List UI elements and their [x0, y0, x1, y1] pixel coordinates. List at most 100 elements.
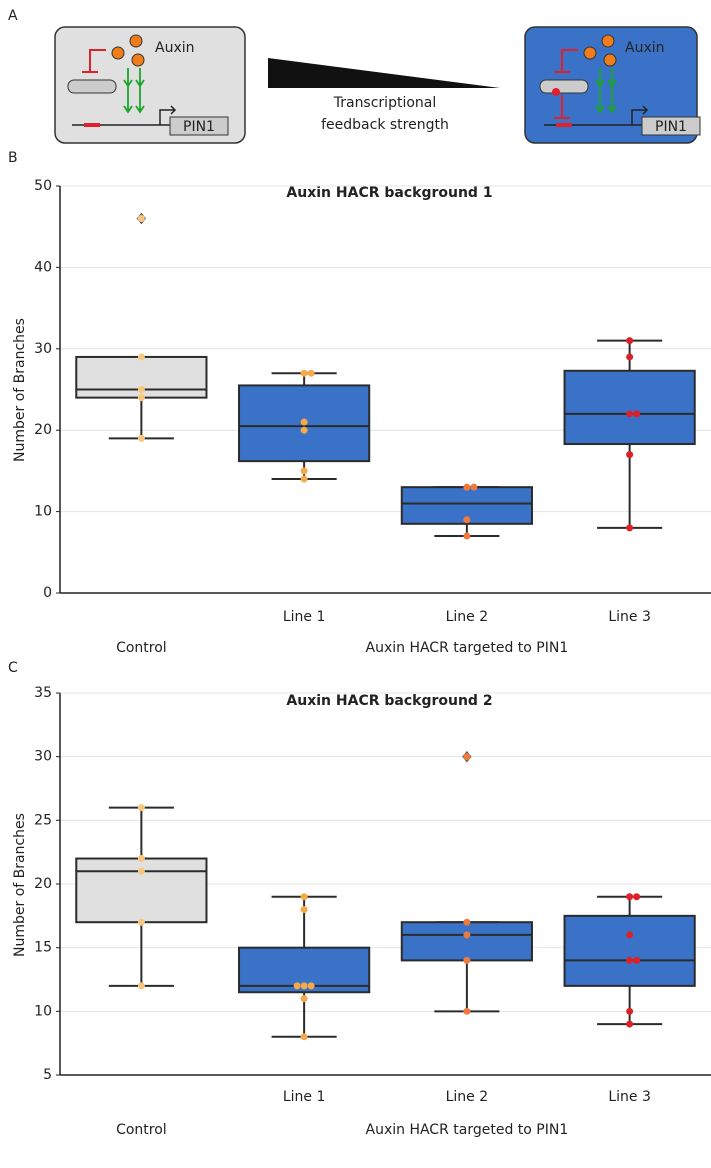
data-point: [626, 337, 634, 345]
data-point: [626, 893, 634, 901]
panel-label: B: [8, 150, 18, 166]
y-tick-label: 25: [34, 812, 52, 828]
data-point: [137, 855, 145, 863]
data-point: [633, 410, 641, 418]
data-point: [137, 867, 145, 875]
y-tick-label: 50: [34, 178, 52, 194]
data-point: [470, 483, 478, 491]
arrow-label: feedback strength: [321, 117, 449, 133]
gradient-wedge: [268, 58, 500, 88]
auxin-dot: [583, 46, 597, 60]
protein: [539, 79, 589, 94]
data-point: [293, 982, 301, 990]
auxin-label: Auxin: [625, 40, 665, 56]
y-axis-label: Number of Branches: [12, 813, 28, 957]
protein: [67, 79, 117, 94]
y-tick-label: 20: [34, 422, 52, 438]
promoter: [631, 105, 649, 125]
gene-label: PIN1: [183, 119, 215, 135]
data-point: [626, 410, 634, 418]
gene-label: PIN1: [655, 119, 687, 135]
group-label: Control: [116, 1122, 167, 1138]
panel-label: C: [8, 660, 18, 676]
y-tick-label: 5: [43, 1067, 52, 1083]
data-point: [626, 451, 634, 459]
data-point: [300, 905, 308, 913]
data-point: [137, 434, 145, 442]
gene-box: [169, 116, 229, 136]
activation: [595, 68, 617, 114]
x-tick-label: Line 3: [608, 1089, 651, 1105]
group-label: Auxin HACR targeted to PIN1: [366, 640, 569, 656]
y-tick-label: 30: [34, 341, 52, 357]
auxin-label: Auxin: [155, 40, 195, 56]
y-tick-label: 15: [34, 940, 52, 956]
chart-title: Auxin HACR background 2: [286, 693, 492, 709]
data-point: [300, 467, 308, 475]
promoter: [159, 105, 177, 125]
y-tick-label: 10: [34, 504, 52, 520]
data-point: [137, 982, 145, 990]
arrow-label: Transcriptional: [333, 95, 437, 111]
data-point: [626, 1007, 634, 1015]
data-point: [463, 918, 471, 926]
x-tick-label: Line 1: [283, 1089, 326, 1105]
data-point: [463, 956, 471, 964]
auxin-dot: [111, 46, 125, 60]
diagram-high: Auxin PIN1: [524, 26, 701, 144]
auxin-dot: [601, 34, 615, 48]
data-point: [307, 982, 315, 990]
panel-label: A: [8, 8, 18, 24]
box: [563, 914, 696, 987]
inhibition: [554, 49, 578, 119]
y-tick-label: 10: [34, 1003, 52, 1019]
data-point: [626, 956, 634, 964]
data-point: [300, 893, 308, 901]
y-tick-label: 0: [43, 585, 52, 601]
data-point: [626, 1020, 634, 1028]
data-point: [463, 532, 471, 540]
data-point: [633, 893, 641, 901]
x-tick-label: Line 2: [446, 609, 489, 625]
y-tick-label: 35: [34, 685, 52, 701]
data-point: [463, 1007, 471, 1015]
y-tick-label: 20: [34, 876, 52, 892]
inhibition: [82, 49, 106, 73]
activation: [123, 68, 145, 114]
gene-box: [641, 116, 701, 136]
chart-title: Auxin HACR background 1: [286, 185, 492, 201]
diagram-low: Auxin PIN1: [54, 26, 246, 144]
data-point: [633, 956, 641, 964]
cell-box: [54, 26, 246, 144]
y-tick-label: 40: [34, 259, 52, 275]
x-tick-label: Line 1: [283, 609, 326, 625]
data-point: [463, 753, 471, 761]
data-point: [137, 804, 145, 812]
data-point: [137, 353, 145, 361]
x-tick-label: Line 2: [446, 1089, 489, 1105]
box: [400, 921, 533, 962]
data-point: [463, 931, 471, 939]
box: [238, 384, 371, 463]
data-point: [307, 369, 315, 377]
data-point: [137, 215, 145, 223]
data-point: [300, 982, 308, 990]
repressor: [552, 88, 560, 96]
group-label: Auxin HACR targeted to PIN1: [366, 1122, 569, 1138]
data-point: [626, 524, 634, 532]
box: [563, 369, 696, 446]
y-axis-label: Number of Branches: [12, 318, 28, 462]
data-point: [137, 394, 145, 402]
auxin-dot: [131, 53, 145, 67]
data-point: [300, 369, 308, 377]
data-point: [300, 475, 308, 483]
data-point: [626, 931, 634, 939]
data-point: [300, 995, 308, 1003]
data-point: [137, 386, 145, 393]
data-point: [137, 918, 145, 926]
group-label: Control: [116, 640, 167, 656]
y-tick-label: 30: [34, 749, 52, 765]
data-point: [463, 516, 471, 524]
data-point: [300, 426, 308, 434]
